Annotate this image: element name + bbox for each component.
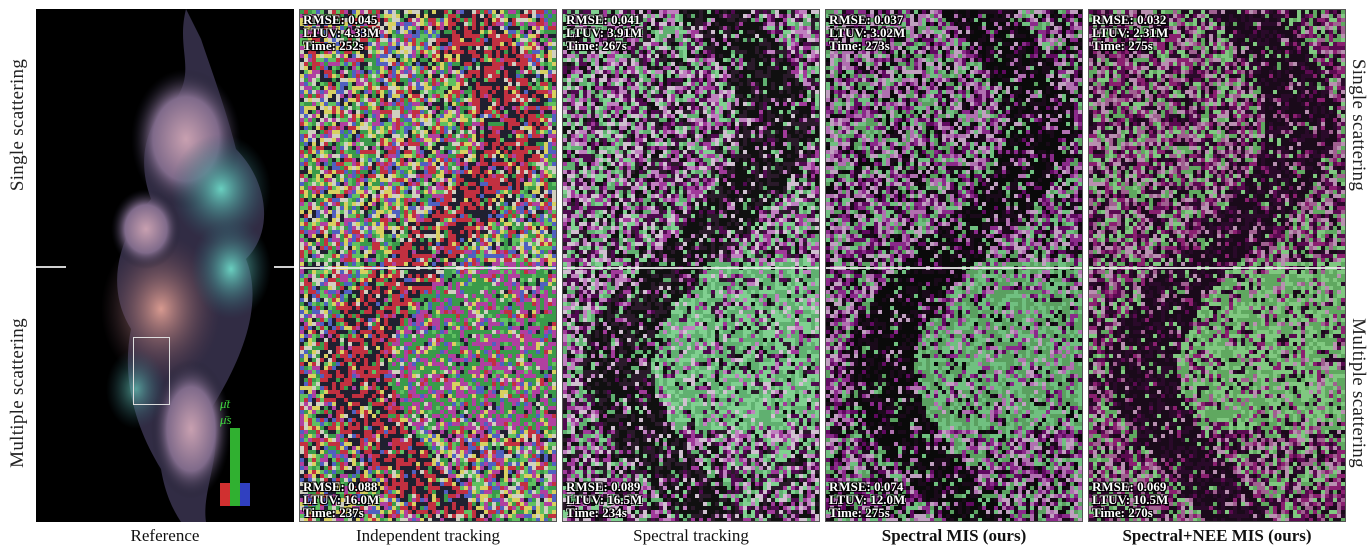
- stats-top: RMSE: 0.045 LTUV: 4.33M Time: 252s: [303, 13, 379, 52]
- legend-mu-t: μ̄t: [220, 396, 230, 412]
- stats-bottom: RMSE: 0.089 LTUV: 16.5M Time: 234s: [566, 480, 642, 519]
- stat-rmse: RMSE: 0.037: [829, 13, 905, 26]
- stats-top: RMSE: 0.037 LTUV: 3.02M Time: 273s: [829, 13, 905, 52]
- stat-time: Time: 273s: [829, 39, 905, 52]
- stat-rmse: RMSE: 0.089: [566, 480, 642, 493]
- caption-spectral-mis: Spectral MIS (ours): [825, 526, 1083, 546]
- stat-rmse: RMSE: 0.041: [566, 13, 642, 26]
- stat-rmse: RMSE: 0.088: [303, 480, 379, 493]
- left-label-single-scattering: Single scattering: [7, 40, 29, 210]
- scattering-divider: [563, 267, 819, 269]
- left-label-multiple-scattering: Multiple scattering: [7, 298, 29, 488]
- panel-spectral-tracking: RMSE: 0.041 LTUV: 3.91M Time: 267s RMSE: 0.…: [562, 9, 820, 522]
- stat-ltuv: LTUV: 10.5M: [1092, 493, 1168, 506]
- caption-independent-tracking: Independent tracking: [299, 526, 557, 546]
- panel-spectral-nee-mis: RMSE: 0.032 LTUV: 2.31M Time: 275s RMSE: 0.…: [1088, 9, 1346, 522]
- coefficient-bar-chart: μ̄t μ̄s: [220, 396, 262, 506]
- stat-time: Time: 270s: [1092, 506, 1168, 519]
- stat-time: Time: 234s: [566, 506, 642, 519]
- caption-spectral-nee-mis: Spectral+NEE MIS (ours): [1088, 526, 1346, 546]
- stat-time: Time: 275s: [829, 506, 905, 519]
- blue-bar: [240, 482, 250, 506]
- scattering-divider: [300, 267, 556, 269]
- scattering-divider: [826, 267, 1082, 269]
- stat-ltuv: LTUV: 2.31M: [1092, 26, 1168, 39]
- stats-bottom: RMSE: 0.069 LTUV: 10.5M Time: 270s: [1092, 480, 1168, 519]
- red-bar: [220, 482, 230, 506]
- stat-rmse: RMSE: 0.045: [303, 13, 379, 26]
- right-label-multiple-scattering: Multiple scattering: [1347, 298, 1369, 488]
- noisy-render-spectral-mis: [826, 10, 1082, 521]
- stats-top: RMSE: 0.032 LTUV: 2.31M Time: 275s: [1092, 13, 1168, 52]
- stats-bottom: RMSE: 0.088 LTUV: 16.0M Time: 237s: [303, 480, 379, 519]
- stat-ltuv: LTUV: 12.0M: [829, 493, 905, 506]
- caption-reference: Reference: [36, 526, 294, 546]
- green-bar: [230, 428, 240, 506]
- stats-top: RMSE: 0.041 LTUV: 3.91M Time: 267s: [566, 13, 642, 52]
- stat-rmse: RMSE: 0.074: [829, 480, 905, 493]
- stat-ltuv: LTUV: 4.33M: [303, 26, 379, 39]
- ref-divider-right: [274, 266, 294, 268]
- panel-independent-tracking: RMSE: 0.045 LTUV: 4.33M Time: 252s RMSE: 0.…: [299, 9, 557, 522]
- noisy-render-spectral-tracking: [563, 10, 819, 521]
- stat-time: Time: 275s: [1092, 39, 1168, 52]
- stat-rmse: RMSE: 0.069: [1092, 480, 1168, 493]
- stat-ltuv: LTUV: 16.5M: [566, 493, 642, 506]
- stat-time: Time: 267s: [566, 39, 642, 52]
- stat-ltuv: LTUV: 16.0M: [303, 493, 379, 506]
- stat-time: Time: 252s: [303, 39, 379, 52]
- right-label-single-scattering: Single scattering: [1347, 40, 1369, 210]
- legend-mu-s: μ̄s: [220, 412, 232, 428]
- ref-divider-left: [36, 266, 66, 268]
- scattering-divider: [1089, 267, 1345, 269]
- inset-highlight-box: [133, 337, 170, 405]
- stat-ltuv: LTUV: 3.91M: [566, 26, 642, 39]
- noisy-render-spectral-nee-mis: [1089, 10, 1345, 521]
- stat-ltuv: LTUV: 3.02M: [829, 26, 905, 39]
- stats-bottom: RMSE: 0.074 LTUV: 12.0M Time: 275s: [829, 480, 905, 519]
- stat-time: Time: 237s: [303, 506, 379, 519]
- smoke-plume-image: [36, 9, 294, 522]
- noisy-render-independent-tracking: [300, 10, 556, 521]
- stat-rmse: RMSE: 0.032: [1092, 13, 1168, 26]
- panel-spectral-mis: RMSE: 0.037 LTUV: 3.02M Time: 273s RMSE: 0.…: [825, 9, 1083, 522]
- reference-image: [36, 9, 294, 522]
- caption-spectral-tracking: Spectral tracking: [562, 526, 820, 546]
